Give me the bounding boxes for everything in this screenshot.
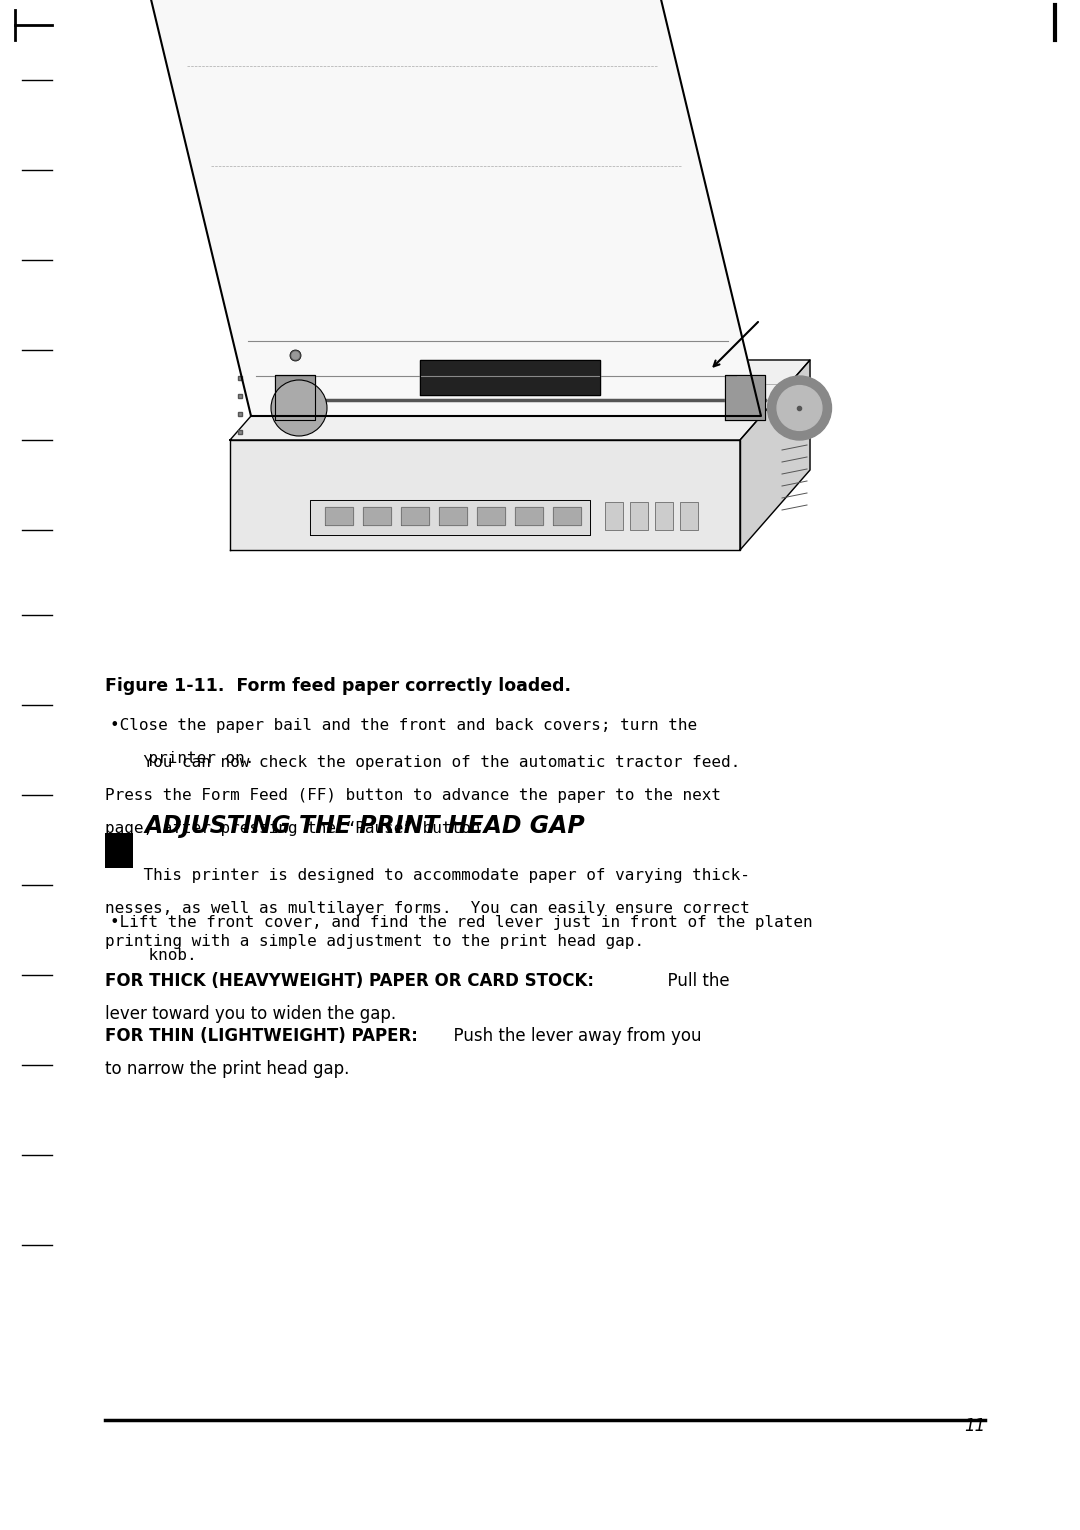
Polygon shape <box>740 360 810 549</box>
Text: Pull the: Pull the <box>657 972 730 990</box>
Text: FOR THIN (LIGHTWEIGHT) PAPER:: FOR THIN (LIGHTWEIGHT) PAPER: <box>105 1027 418 1045</box>
Bar <box>605 502 623 529</box>
Polygon shape <box>477 506 505 525</box>
Text: page, after pressing the “Pause” button.: page, after pressing the “Pause” button. <box>105 822 490 835</box>
Text: knob.: knob. <box>110 949 197 962</box>
Polygon shape <box>230 360 810 441</box>
Text: FOR THICK (HEAVYWEIGHT) PAPER OR CARD STOCK:: FOR THICK (HEAVYWEIGHT) PAPER OR CARD ST… <box>105 972 594 990</box>
Text: Press the Form Feed (FF) button to advance the paper to the next: Press the Form Feed (FF) button to advan… <box>105 788 721 803</box>
Text: lever toward you to widen the gap.: lever toward you to widen the gap. <box>105 1005 396 1024</box>
Polygon shape <box>310 500 590 536</box>
Text: Push the lever away from you: Push the lever away from you <box>443 1027 702 1045</box>
Polygon shape <box>420 360 600 395</box>
Polygon shape <box>438 506 467 525</box>
Polygon shape <box>515 506 543 525</box>
Text: You can now check the operation of the automatic tractor feed.: You can now check the operation of the a… <box>105 754 740 770</box>
Bar <box>630 502 648 529</box>
Polygon shape <box>725 375 765 421</box>
Text: •Lift the front cover, and find the red lever just in front of the platen: •Lift the front cover, and find the red … <box>110 915 812 930</box>
Text: nesses, as well as multilayer forms.  You can easily ensure correct: nesses, as well as multilayer forms. You… <box>105 901 750 916</box>
Bar <box>680 502 698 529</box>
Text: printing with a simple adjustment to the print head gap.: printing with a simple adjustment to the… <box>105 933 644 949</box>
Polygon shape <box>275 375 315 421</box>
Polygon shape <box>131 0 761 416</box>
Text: •Close the paper bail and the front and back covers; turn the: •Close the paper bail and the front and … <box>110 718 697 733</box>
Text: This printer is designed to accommodate paper of varying thick-: This printer is designed to accommodate … <box>105 868 750 883</box>
Bar <box>105 832 133 868</box>
Text: ADJUSTING THE PRINT HEAD GAP: ADJUSTING THE PRINT HEAD GAP <box>145 814 585 838</box>
Text: Figure 1-11.  Form feed paper correctly loaded.: Figure 1-11. Form feed paper correctly l… <box>105 676 571 695</box>
Circle shape <box>768 376 832 441</box>
Circle shape <box>271 379 327 436</box>
Polygon shape <box>363 506 391 525</box>
Polygon shape <box>230 441 740 549</box>
Polygon shape <box>325 506 353 525</box>
Polygon shape <box>401 506 429 525</box>
Text: to narrow the print head gap.: to narrow the print head gap. <box>105 1060 349 1079</box>
Text: 11: 11 <box>963 1417 985 1435</box>
Polygon shape <box>553 506 581 525</box>
Circle shape <box>778 386 822 430</box>
Bar <box>654 502 673 529</box>
Text: printer on.: printer on. <box>110 751 255 767</box>
